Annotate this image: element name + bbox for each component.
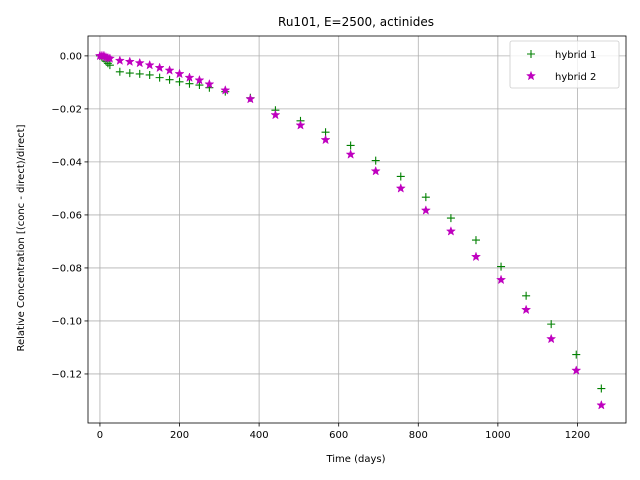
data-point: [174, 68, 185, 79]
data-point: [470, 251, 482, 262]
data-point: [420, 205, 431, 215]
x-axis-ticks: 0 200 400 600 800 1000 1200: [97, 423, 590, 441]
axes-frame: [87, 35, 627, 424]
chart-title: Ru101, E=2500, actinides: [278, 15, 434, 29]
grid: [88, 36, 626, 423]
data-point: [395, 183, 406, 193]
data-point: [105, 61, 114, 70]
y-axis-label: Relative Concentration [(conc - direct)/…: [16, 124, 27, 351]
y-tick-label: −0.04: [51, 157, 82, 168]
data-point: [164, 65, 175, 75]
data-point: [421, 193, 430, 202]
data-point: [245, 93, 256, 104]
data-point: [546, 333, 557, 344]
y-tick-label: −0.08: [51, 263, 82, 274]
legend-entry: hybrid 2: [525, 70, 596, 83]
data-point: [596, 399, 607, 410]
data-point: [154, 62, 165, 73]
data-point: [184, 72, 195, 82]
data-point: [204, 78, 215, 89]
data-point: [135, 69, 144, 78]
series-hybrid-2: [94, 50, 607, 410]
x-tick-label: 800: [409, 430, 428, 441]
data-point: [547, 320, 556, 329]
y-tick-label: 0.00: [60, 51, 82, 62]
legend-box: [509, 40, 620, 89]
data-point: [155, 73, 164, 82]
legend-marker: [527, 50, 535, 58]
data-point: [522, 291, 531, 300]
x-tick-label: 600: [329, 430, 348, 441]
y-tick-label: −0.10: [51, 316, 82, 327]
x-tick-label: 400: [250, 430, 269, 441]
data-point: [165, 75, 174, 84]
data-point: [571, 365, 582, 375]
data-point: [295, 119, 306, 130]
data-point: [320, 134, 331, 145]
x-tick-label: 200: [170, 430, 189, 441]
data-point: [194, 74, 205, 85]
data-point: [495, 274, 507, 285]
data-point: [270, 109, 281, 120]
y-tick-label: −0.02: [51, 104, 82, 115]
data-point: [346, 141, 355, 150]
legend-label: hybrid 1: [555, 50, 596, 61]
data-point: [125, 69, 134, 78]
data-point: [145, 70, 154, 79]
data-point: [371, 156, 380, 165]
data-point: [220, 85, 231, 95]
x-tick-label: 1000: [485, 430, 510, 441]
x-tick-label: 0: [97, 430, 103, 441]
data-point: [345, 149, 356, 159]
x-tick-label: 1200: [565, 430, 590, 441]
y-axis-ticks: 0.00 −0.02 −0.04 −0.06 −0.08 −0.10 −0.12: [51, 51, 88, 380]
legend-marker: [525, 70, 537, 81]
legend: hybrid 1 hybrid 2: [509, 40, 620, 89]
data-point: [446, 214, 455, 223]
data-point: [521, 304, 532, 315]
data-point: [572, 350, 581, 359]
data-point: [144, 59, 155, 70]
x-axis-label: Time (days): [325, 454, 385, 465]
data-point: [104, 53, 115, 63]
data-point: [175, 77, 184, 86]
legend-label: hybrid 2: [555, 72, 596, 83]
data-point: [185, 79, 194, 88]
data-point: [115, 67, 124, 76]
data-point: [114, 55, 125, 65]
y-tick-label: −0.06: [51, 210, 82, 221]
data-point: [471, 236, 480, 245]
y-tick-label: −0.12: [51, 369, 82, 380]
data-point: [124, 56, 135, 67]
plot-area: [94, 50, 607, 410]
data-point: [134, 57, 145, 68]
data-point: [597, 384, 606, 393]
data-point: [497, 262, 506, 271]
data-point: [445, 226, 456, 236]
data-point: [370, 165, 381, 176]
legend-entry: hybrid 1: [527, 50, 596, 61]
data-point: [396, 172, 405, 181]
